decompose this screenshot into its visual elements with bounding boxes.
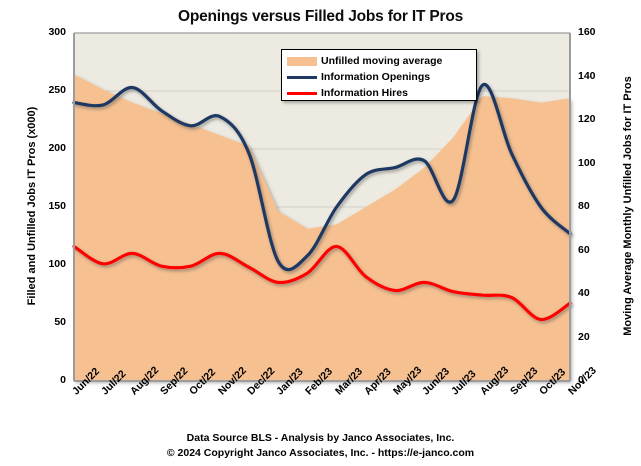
series-line-information-hires [72, 244, 572, 322]
y-axis-left-tick: 150 [48, 200, 66, 212]
y-axis-left-tick: 300 [48, 26, 66, 38]
series-area-unfilled-moving-average [74, 74, 570, 381]
y-axis-right-tick: 20 [578, 330, 590, 343]
y-axis-right-tick: 80 [578, 200, 590, 212]
legend-item-information-openings: Information Openings [287, 70, 471, 85]
y-axis-right-tick: 40 [578, 287, 590, 299]
y-axis-right-tick: 160 [578, 26, 596, 38]
legend-item-information-hires: Information Hires [287, 86, 471, 101]
y-axis-right-tick: 0 [578, 374, 584, 386]
y-axis-left-tick: 200 [48, 142, 66, 154]
footer-copyright: © 2024 Copyright Janco Associates, Inc. … [166, 447, 475, 459]
chart-title: Openings versus Filled Jobs for IT Pros [177, 8, 464, 25]
legend-swatch-area [287, 57, 317, 66]
y-axis-left-tick: 250 [48, 84, 66, 96]
y-axis-right-tick: 120 [578, 113, 596, 125]
y-axis-left-tick: 50 [54, 316, 66, 328]
legend-item-unfilled-moving-average: Unfilled moving average [287, 54, 471, 69]
legend-label-unfilled-moving-average: Unfilled moving average [321, 55, 443, 67]
footer-source: Data Source BLS - Analysis by Janco Asso… [186, 432, 455, 444]
y-axis-right-tick: 100 [578, 156, 596, 169]
y-axis-right-tick: 60 [578, 243, 590, 256]
legend-label-information-hires: Information Hires [321, 87, 408, 99]
chart-legend: Unfilled moving average Information Open… [281, 49, 477, 101]
legend-label-information-openings: Information Openings [321, 71, 431, 83]
y-axis-left-tick: 100 [48, 258, 66, 270]
series-line-information-openings [72, 83, 572, 272]
y-axis-left-tick: 0 [60, 374, 66, 386]
legend-swatch-openings-line [287, 76, 317, 79]
legend-swatch-hires-line [287, 92, 317, 95]
y-axis-right-tick: 140 [578, 69, 596, 82]
